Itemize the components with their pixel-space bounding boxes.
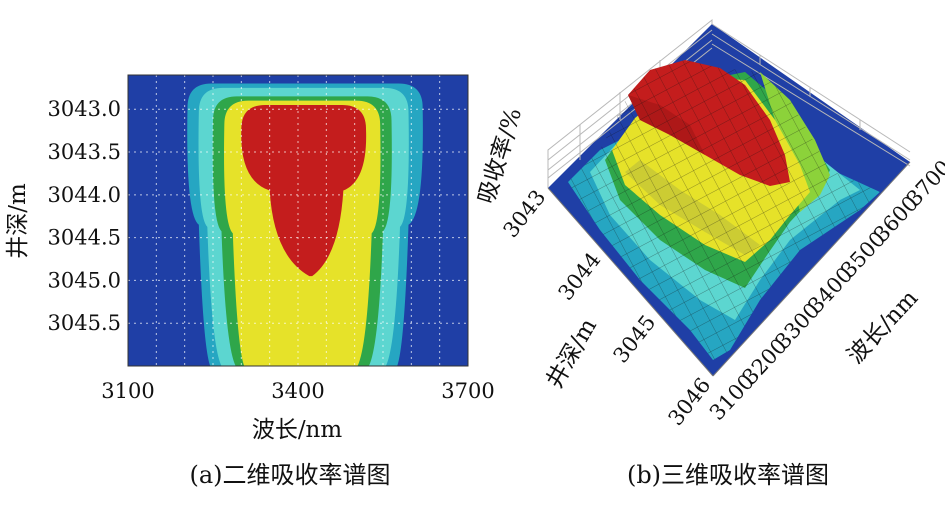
heatmap-plot-area — [128, 75, 468, 366]
x-axis-ticks: 3100 3400 3700 — [101, 379, 494, 403]
depth-tick-label: 3045 — [609, 311, 661, 368]
y-tick-label: 3045.5 — [48, 311, 121, 335]
heatmap-grid — [128, 75, 468, 366]
heatmap-contours — [187, 83, 423, 366]
caption-a: (a)二维吸收率谱图 — [189, 461, 390, 489]
surface-mesh-overlay — [568, 60, 880, 360]
y-axis-ticks: 3043.0 3043.5 3044.0 3044.5 3045.0 3045.5 — [48, 97, 121, 335]
caption-b: (b)三维吸收率谱图 — [627, 461, 829, 489]
heatmap-frame — [127, 74, 469, 367]
y-tick-label: 3044.0 — [48, 183, 121, 207]
x-tick-label: 3700 — [441, 379, 494, 403]
depth-tick-label: 3043 — [499, 185, 551, 242]
z-axis-label: 吸收率/% — [473, 105, 527, 207]
surface-3d — [568, 60, 880, 360]
depth-tick-label: 3046 — [664, 373, 716, 430]
panel-a: 3043.0 3043.5 3044.0 3044.5 3045.0 3045.5 310… — [5, 74, 495, 489]
y-axis-label-3d: 井深/m — [542, 314, 602, 393]
contour-level-5 — [241, 104, 367, 277]
y-tick-label: 3044.5 — [48, 226, 121, 250]
y-tick-label: 3043.5 — [48, 140, 121, 164]
y-axis-label: 井深/m — [5, 183, 31, 259]
y-tick-label: 3043.0 — [48, 97, 121, 121]
depth-tick-label: 3044 — [554, 248, 606, 305]
y-tick-label: 3045.0 — [48, 268, 121, 292]
x-tick-label: 3400 — [271, 379, 324, 403]
x-tick-label: 3100 — [101, 379, 154, 403]
surface-box-edges — [547, 161, 911, 377]
x-axis-label-3d: 波长/nm — [843, 285, 924, 369]
x-axis-label: 波长/nm — [252, 417, 343, 443]
